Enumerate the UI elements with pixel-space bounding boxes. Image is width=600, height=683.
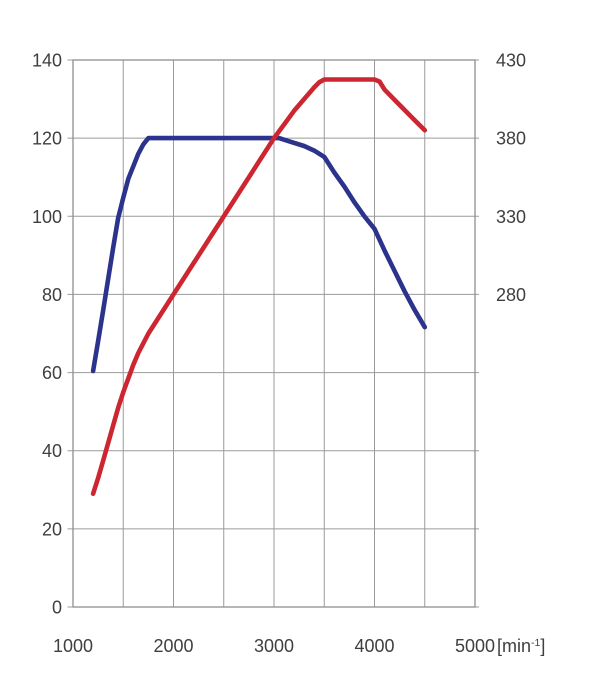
- power-curve: [90, 77, 428, 496]
- y-right-tick-label: 280: [496, 285, 526, 305]
- plot-border: [72, 59, 476, 608]
- x-tick-label: 3000: [254, 636, 294, 656]
- y-left-tick-label: 40: [42, 441, 62, 461]
- y-right-tick-label: 330: [496, 207, 526, 227]
- x-tick-label: 1000: [53, 636, 93, 656]
- y-left-tick-label: 60: [42, 363, 62, 383]
- y-left-tick-label: 80: [42, 285, 62, 305]
- y-left-tick-label: 120: [32, 129, 62, 149]
- x-tick-label: 2000: [153, 636, 193, 656]
- torque-curve: [90, 135, 428, 374]
- y-left-tick-label: 0: [52, 598, 62, 618]
- x-tick-label: 5000: [455, 636, 495, 656]
- y-left-tick-label: 100: [32, 207, 62, 227]
- y-right-tick-label: 430: [496, 51, 526, 71]
- y-right-tick-label: 380: [496, 129, 526, 149]
- x-tick-label: 4000: [354, 636, 394, 656]
- y-left-tick-label: 140: [32, 51, 62, 71]
- y-left-tick-label: 20: [42, 519, 62, 539]
- x-axis-unit-label: [min-1]: [497, 636, 545, 656]
